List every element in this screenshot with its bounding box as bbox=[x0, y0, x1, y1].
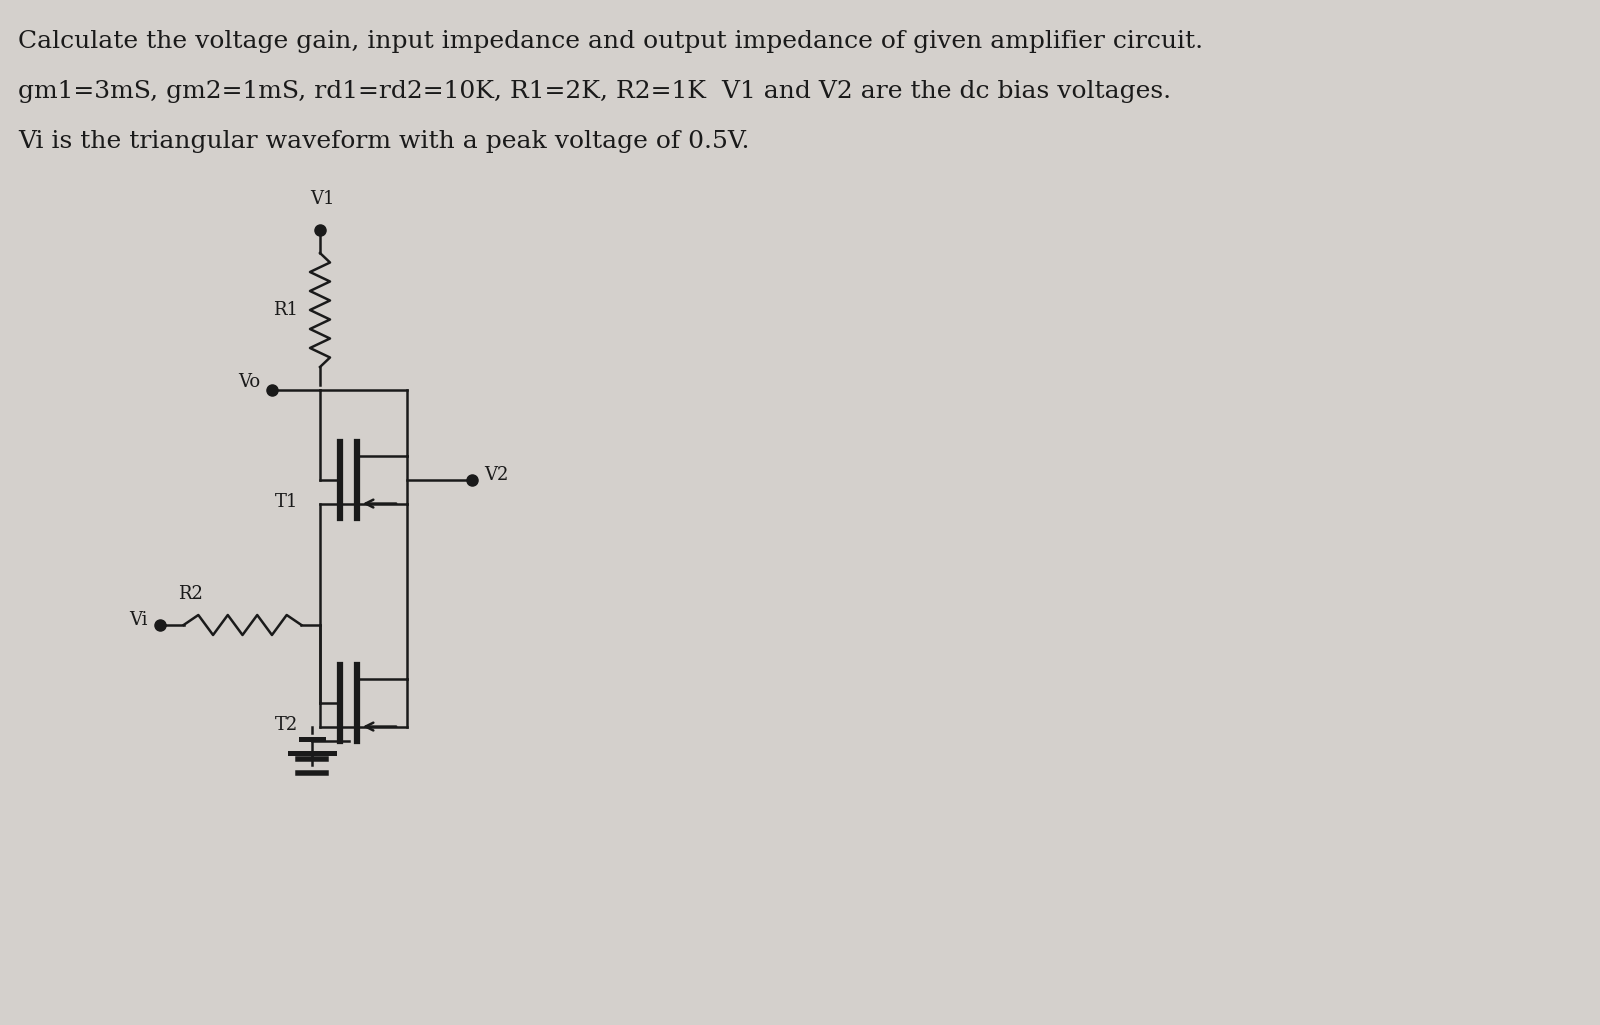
Text: T1: T1 bbox=[275, 493, 298, 511]
Text: Vi is the triangular waveform with a peak voltage of 0.5V.: Vi is the triangular waveform with a pea… bbox=[18, 130, 749, 153]
Text: V2: V2 bbox=[485, 466, 509, 484]
Text: Vi: Vi bbox=[130, 611, 147, 629]
Text: Vo: Vo bbox=[238, 373, 259, 391]
Text: R2: R2 bbox=[178, 585, 203, 603]
Text: T2: T2 bbox=[275, 716, 298, 734]
Text: Calculate the voltage gain, input impedance and output impedance of given amplif: Calculate the voltage gain, input impeda… bbox=[18, 30, 1203, 53]
Text: V1: V1 bbox=[310, 190, 334, 208]
Text: gm1=3mS, gm2=1mS, rd1=rd2=10K, R1=2K, R2=1K  V1 and V2 are the dc bias voltages.: gm1=3mS, gm2=1mS, rd1=rd2=10K, R1=2K, R2… bbox=[18, 80, 1171, 102]
Text: R1: R1 bbox=[274, 301, 298, 319]
